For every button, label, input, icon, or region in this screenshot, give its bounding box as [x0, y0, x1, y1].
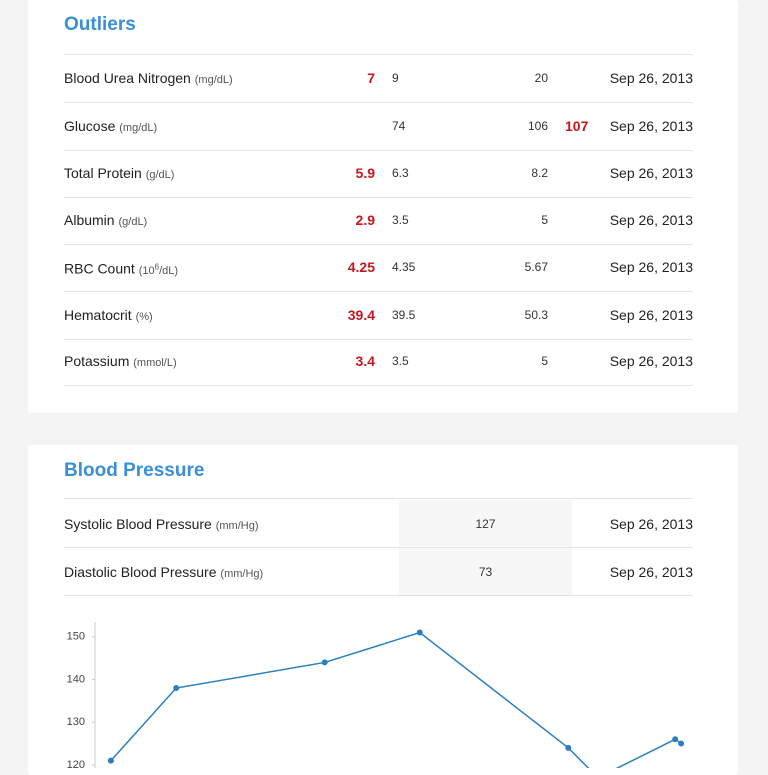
range-low: 9	[392, 71, 399, 85]
range-high: 5.67	[524, 260, 548, 274]
low-outlier: 5.9	[355, 165, 375, 181]
range-low: 3.5	[392, 213, 409, 227]
date: Sep 26, 2013	[609, 259, 693, 275]
row-label: Glucose (mg/dL)	[64, 117, 157, 137]
range-high: 20	[534, 71, 548, 85]
point	[173, 685, 180, 692]
divider	[64, 595, 693, 596]
divider	[64, 498, 693, 499]
date: Sep 26, 2013	[609, 353, 693, 369]
row-name: Glucose	[64, 118, 116, 134]
row-label: Potassium (mmol/L)	[64, 352, 177, 372]
date: Sep 26, 2013	[609, 165, 693, 181]
point	[416, 629, 423, 636]
row-unit: (%)	[135, 311, 153, 323]
low-outlier: 7	[367, 70, 375, 86]
divider	[64, 54, 693, 55]
range-high: 5	[541, 213, 548, 227]
range-high: 8.2	[531, 166, 548, 180]
row-label: Total Protein (g/dL)	[64, 164, 174, 184]
value: 127	[475, 517, 496, 531]
value-cell	[399, 500, 572, 547]
low-outlier: 2.9	[355, 212, 375, 228]
unit-part: (10	[138, 264, 155, 277]
divider	[64, 547, 693, 548]
divider	[64, 102, 693, 103]
date: Sep 26, 2013	[609, 212, 693, 228]
row-unit: (mmol/L)	[133, 357, 177, 369]
row-unit: (mg/dL)	[119, 122, 158, 134]
row-label: Albumin (g/dL)	[64, 211, 147, 231]
row-label: Systolic Blood Pressure (mm/Hg)	[64, 515, 259, 535]
section-title: Outliers	[64, 14, 136, 35]
date: Sep 26, 2013	[609, 307, 693, 323]
range-low: 74	[392, 119, 406, 133]
unit-part: /dL)	[159, 264, 179, 277]
value-cell	[399, 548, 572, 595]
point	[565, 744, 572, 751]
row-name: Hematocrit	[64, 307, 132, 323]
divider	[64, 244, 693, 245]
row-name: Blood Urea Nitrogen	[64, 70, 191, 86]
divider	[64, 385, 693, 386]
low-outlier: 39.4	[347, 307, 375, 323]
chart: 120 130 140 150	[67, 622, 685, 768]
blood-pressure-card	[28, 445, 738, 775]
row-unit: (mm/Hg)	[215, 520, 259, 532]
range-high: 106	[527, 119, 548, 133]
low-outlier: 4.25	[347, 259, 375, 275]
divider	[64, 150, 693, 151]
row-label: Blood Urea Nitrogen (mg/dL)	[64, 69, 233, 89]
row-name: Potassium	[64, 353, 130, 369]
divider	[64, 339, 693, 340]
row-label: RBC Count (106/dL)	[64, 258, 178, 280]
divider	[64, 291, 693, 292]
point	[107, 757, 114, 764]
divider	[64, 197, 693, 198]
date: Sep 26, 2013	[609, 564, 693, 580]
row-unit: (g/dL)	[118, 216, 148, 228]
row-name: Systolic Blood Pressure	[64, 516, 212, 532]
y-tick-label: 120	[67, 759, 85, 768]
row-unit: (mg/dL)	[194, 74, 233, 86]
point	[672, 736, 679, 743]
row-unit: (106/dL)	[138, 262, 179, 277]
outliers-card	[28, 0, 738, 413]
range-high: 5	[541, 354, 548, 368]
date: Sep 26, 2013	[609, 516, 693, 532]
range-low: 3.5	[392, 354, 409, 368]
row-name: Albumin	[64, 212, 115, 228]
low-outlier: 3.4	[355, 353, 375, 369]
section-title: Blood Pressure	[64, 460, 205, 481]
range-low: 4.35	[392, 260, 416, 274]
point	[321, 659, 328, 666]
y-tick-label: 130	[67, 716, 85, 728]
row-label: Diastolic Blood Pressure (mm/Hg)	[64, 563, 263, 583]
date: Sep 26, 2013	[609, 118, 693, 134]
row-label: Hematocrit (%)	[64, 306, 153, 326]
range-low: 6.3	[392, 166, 409, 180]
row-name: Total Protein	[64, 165, 142, 181]
row-name: RBC Count	[64, 260, 135, 277]
point	[678, 740, 685, 747]
unit-part: 6	[154, 262, 160, 271]
row-unit: (g/dL)	[145, 169, 175, 181]
range-low: 39.5	[392, 308, 416, 322]
y-tick-label: 140	[67, 673, 85, 685]
range-high: 50.3	[524, 308, 548, 322]
y-tick-label: 150	[67, 631, 85, 643]
date: Sep 26, 2013	[609, 70, 693, 86]
value: 73	[478, 565, 493, 579]
row-name: Diastolic Blood Pressure	[64, 564, 217, 580]
high-outlier: 107	[565, 118, 589, 134]
row-unit: (mm/Hg)	[220, 568, 264, 580]
line	[110, 631, 682, 768]
